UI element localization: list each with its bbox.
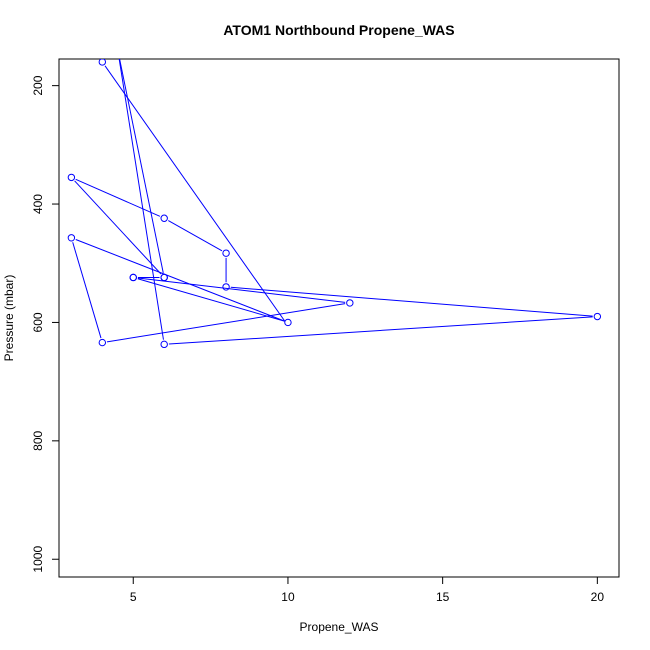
data-point [98,59,107,66]
data-point [67,234,76,242]
series-lines [72,50,593,345]
data-point [160,214,168,222]
series-line-segment [106,303,346,343]
series-line-segment [168,220,223,252]
series-line-segment [104,65,286,322]
x-tick-label: 15 [436,590,450,604]
series-points [67,59,602,349]
data-point [129,273,137,282]
data-point [222,283,230,291]
data-point [222,249,230,257]
data-point [160,340,168,349]
chart-title: ATOM1 Northbound Propene_WAS [223,22,454,38]
series-line-segment [118,59,164,340]
y-tick-label: 800 [31,431,45,451]
y-tick-label: 200 [31,75,45,95]
data-point [67,173,76,182]
data-point [593,312,602,321]
series-line-segment [105,50,111,58]
series-line-segment [75,239,284,322]
y-tick-label: 1000 [31,546,45,573]
series-line-segment [137,277,346,303]
x-tick-label: 10 [281,590,295,604]
series-line-segment [72,242,102,339]
y-tick-label: 600 [31,312,45,332]
data-point [160,273,168,282]
series-line-segment [119,59,164,273]
data-point [346,299,354,307]
series-line-segment [74,180,162,275]
y-axis-label: Pressure (mbar) [2,275,16,362]
series-line-segment [75,178,161,217]
series-line-segment [230,286,593,317]
y-tick-label: 400 [31,194,45,214]
series-line-segment [137,278,285,322]
plot-frame [58,58,620,578]
axes: 5 10 15 20 200 400 600 800 1000 [31,58,620,604]
x-tick-label: 20 [591,590,605,604]
x-tick-label: 5 [130,590,137,604]
series-line-segment [168,316,593,345]
x-axis-label: Propene_WAS [300,620,379,634]
data-point [284,318,292,327]
data-point [98,338,107,347]
